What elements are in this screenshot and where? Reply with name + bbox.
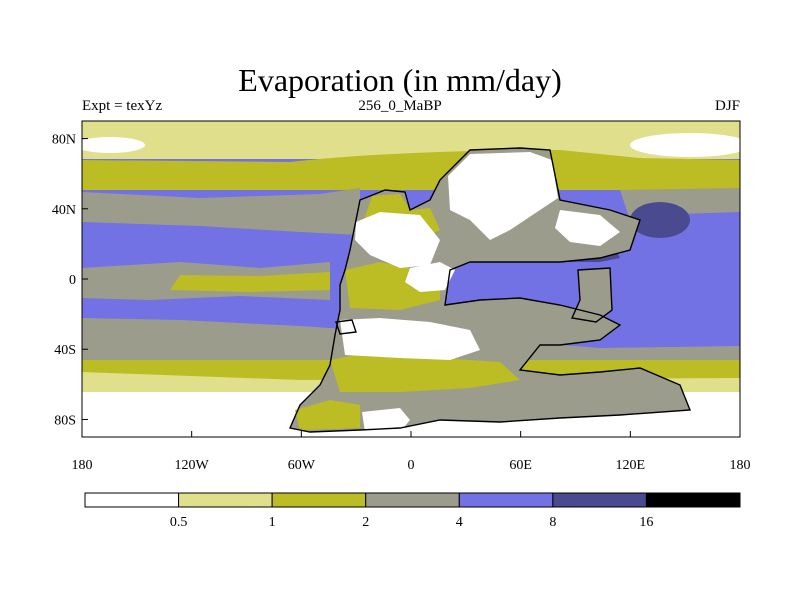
legend-swatch xyxy=(365,492,460,508)
band-north-grey xyxy=(82,188,360,235)
legend-threshold-label: 8 xyxy=(549,515,556,530)
land-east-ridge xyxy=(555,210,620,246)
legend-threshold-label: 1 xyxy=(269,515,276,530)
band-north-light xyxy=(82,121,740,159)
arctic-low-patch-east xyxy=(630,133,740,157)
lon-tick-label: 60W xyxy=(288,458,316,473)
lat-tick-label: 80N xyxy=(52,133,76,148)
land-desert-northwest xyxy=(355,212,440,268)
experiment-label: Expt = texYz xyxy=(82,98,163,114)
lat-tick-label: 40N xyxy=(52,203,76,218)
lon-tick-label: 60E xyxy=(509,458,532,473)
legend-swatch xyxy=(458,492,554,508)
coastline-pangaea xyxy=(289,147,692,433)
longitude-axis: 180 120W 60W 0 60E 120E 180 xyxy=(72,431,751,473)
lon-tick-label: 0 xyxy=(408,458,415,473)
band-north-mid xyxy=(82,150,740,190)
legend-swatch xyxy=(271,492,367,508)
land-desert-tropic xyxy=(405,262,455,292)
lon-tick-label: 180 xyxy=(72,458,93,473)
lat-tick-label: 80S xyxy=(54,413,76,428)
band-equatorial-mid xyxy=(170,272,330,292)
patch-northeast-high xyxy=(630,202,690,238)
lat-tick-label: 0 xyxy=(69,273,76,288)
land-olive-southwest xyxy=(295,400,360,430)
coastline-island xyxy=(570,267,613,323)
lat-tick-label: 40S xyxy=(54,343,76,358)
coastlines xyxy=(289,147,692,433)
lon-tick-label: 120E xyxy=(616,458,646,473)
season-label: DJF xyxy=(714,98,740,114)
plot-title: Evaporation (in mm/day) xyxy=(238,62,562,98)
latitude-axis: 80N 40N 0 40S 80S xyxy=(52,133,88,428)
time-label: 256_0_MaBP xyxy=(358,98,442,114)
legend-swatch xyxy=(84,492,180,508)
land-desert-north xyxy=(448,152,558,240)
legend-swatch xyxy=(178,492,273,508)
legend-swatch xyxy=(645,492,741,508)
color-legend: 0.5 1 2 4 8 16 xyxy=(84,492,741,530)
legend-swatch xyxy=(552,492,647,508)
land-desert-south xyxy=(340,318,480,360)
legend-threshold-label: 0.5 xyxy=(170,515,188,530)
land-olive-south xyxy=(330,350,520,392)
legend-threshold-label: 2 xyxy=(362,515,369,530)
land-desert-polar xyxy=(362,408,410,432)
legend-threshold-label: 4 xyxy=(456,515,463,530)
coastline-small-west xyxy=(335,319,357,335)
lon-tick-label: 180 xyxy=(730,458,751,473)
legend-threshold-label: 16 xyxy=(639,515,653,530)
arctic-low-patch xyxy=(82,137,145,153)
tethys-island xyxy=(572,268,612,322)
map-fields xyxy=(82,121,740,437)
lon-tick-label: 120W xyxy=(175,458,210,473)
